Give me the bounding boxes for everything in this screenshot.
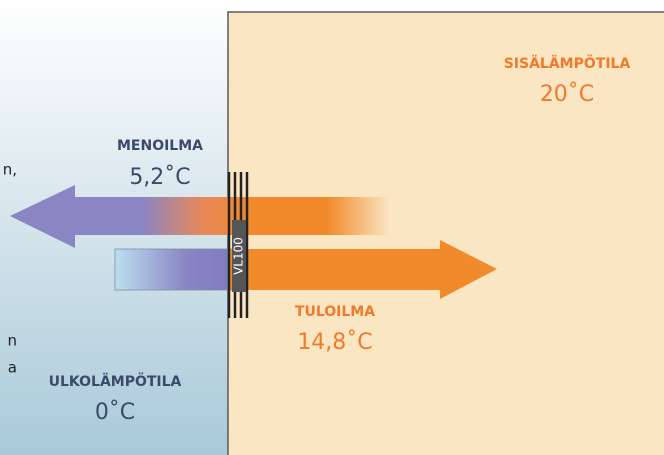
indoor-label: SISÄLÄMPÖTILA [504,54,631,72]
cropped-text: n, [3,161,17,179]
device-label: VL100 [232,237,246,275]
extract-air [250,197,390,235]
vent-label-bg [232,220,246,292]
exhaust-label: MENOILMA [117,138,203,154]
cropped-text: a [8,359,17,377]
cropped-text: n [7,332,17,350]
supply-arrow [230,240,497,299]
supply-temp: 14,8˚C [297,330,372,355]
outdoor-label: ULKOLÄMPÖTILA [49,372,182,390]
indoor-temp: 20˚C [540,82,594,107]
supply-label: TULOILMA [295,304,375,320]
outdoor-temp: 0˚C [95,400,135,425]
exhaust-arrow [10,185,250,248]
exhaust-temp: 5,2˚C [129,165,190,190]
intake-air [114,248,234,291]
